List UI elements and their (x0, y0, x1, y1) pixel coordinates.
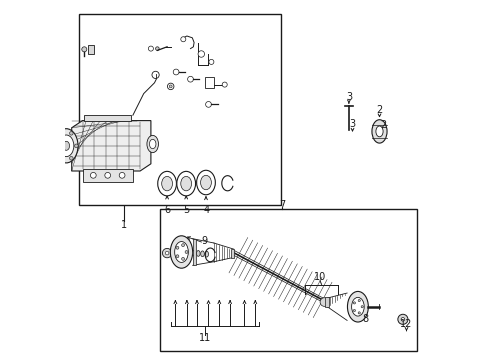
Text: 9: 9 (201, 236, 207, 246)
Circle shape (169, 85, 172, 88)
Circle shape (155, 47, 159, 50)
Ellipse shape (204, 251, 208, 257)
Circle shape (119, 172, 125, 178)
Ellipse shape (371, 120, 386, 143)
Circle shape (187, 76, 193, 82)
Circle shape (54, 144, 58, 148)
Circle shape (162, 248, 171, 258)
Ellipse shape (59, 135, 74, 157)
Text: 2: 2 (379, 120, 386, 130)
Circle shape (152, 71, 159, 78)
Bar (192, 239, 196, 265)
Text: 7: 7 (279, 200, 285, 210)
Ellipse shape (174, 242, 188, 262)
Ellipse shape (347, 292, 367, 322)
Ellipse shape (177, 171, 195, 196)
Circle shape (69, 157, 73, 160)
Circle shape (397, 314, 407, 324)
Circle shape (222, 82, 227, 87)
Circle shape (353, 302, 355, 304)
Circle shape (400, 318, 404, 321)
Bar (230, 249, 233, 258)
Bar (79, 14, 280, 205)
Circle shape (185, 251, 187, 253)
Circle shape (181, 37, 185, 42)
Ellipse shape (158, 171, 176, 196)
Text: 6: 6 (163, 204, 170, 215)
Text: 3: 3 (349, 119, 355, 129)
Circle shape (181, 244, 184, 247)
Circle shape (69, 131, 73, 135)
Bar (325, 297, 328, 307)
Circle shape (104, 172, 110, 178)
Circle shape (173, 69, 179, 75)
Circle shape (181, 257, 184, 260)
Text: 2: 2 (376, 105, 382, 115)
Text: 11: 11 (198, 333, 211, 343)
Text: 4: 4 (203, 204, 210, 215)
Bar (88, 45, 94, 54)
Text: 12: 12 (400, 319, 412, 329)
Circle shape (90, 172, 96, 178)
Circle shape (353, 310, 355, 312)
Ellipse shape (196, 170, 215, 195)
Ellipse shape (200, 175, 211, 190)
Text: 10: 10 (313, 272, 325, 282)
Text: 3: 3 (345, 92, 351, 102)
Ellipse shape (63, 141, 69, 150)
Bar (204, 77, 213, 88)
Ellipse shape (192, 250, 196, 256)
Circle shape (205, 102, 211, 107)
Text: 1: 1 (121, 220, 127, 230)
Ellipse shape (55, 129, 78, 163)
Circle shape (75, 144, 78, 148)
Ellipse shape (170, 236, 192, 268)
Ellipse shape (196, 251, 200, 256)
Ellipse shape (149, 139, 156, 149)
Circle shape (60, 157, 63, 160)
Circle shape (176, 255, 179, 258)
Ellipse shape (200, 251, 204, 257)
Circle shape (357, 300, 360, 302)
Bar (84, 115, 131, 121)
Text: 8: 8 (361, 314, 367, 324)
Circle shape (165, 251, 168, 255)
Ellipse shape (146, 135, 158, 153)
Circle shape (148, 46, 153, 51)
Circle shape (60, 131, 63, 135)
Circle shape (357, 312, 360, 314)
Ellipse shape (351, 297, 364, 316)
Circle shape (361, 306, 363, 308)
Text: 5: 5 (183, 204, 189, 215)
Circle shape (167, 83, 174, 90)
Ellipse shape (162, 176, 172, 191)
Circle shape (81, 47, 87, 52)
Polygon shape (72, 121, 151, 171)
Circle shape (320, 298, 328, 306)
Bar (82, 169, 133, 182)
Ellipse shape (181, 176, 191, 191)
Ellipse shape (375, 126, 382, 137)
Bar (160, 209, 416, 351)
Circle shape (208, 59, 213, 64)
Circle shape (176, 246, 179, 249)
Circle shape (198, 51, 204, 57)
